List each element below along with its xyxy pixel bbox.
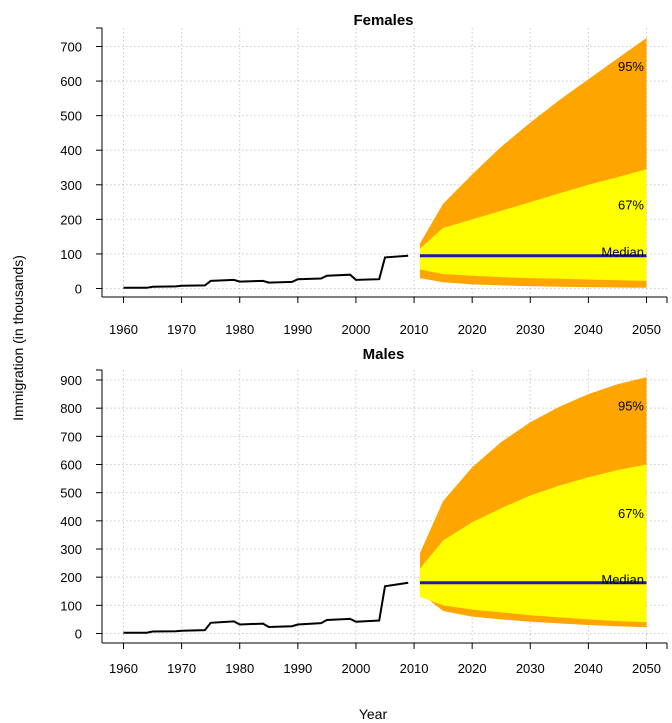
x-tick-label: 1990 <box>283 322 312 337</box>
observed-line <box>123 254 409 289</box>
band-67-interval <box>419 169 647 281</box>
label-67: 67% <box>618 506 644 521</box>
x-tick-label: 1970 <box>167 322 196 337</box>
label-median: Median <box>601 245 644 260</box>
x-tick-label: 2030 <box>516 322 545 337</box>
x-tick-label: 1990 <box>283 661 312 676</box>
x-tick-label: 2040 <box>574 322 603 337</box>
y-tick-label: 600 <box>60 74 82 89</box>
x-tick-label: 1960 <box>109 661 138 676</box>
y-tick-label: 100 <box>60 598 82 613</box>
y-tick-label: 200 <box>60 570 82 585</box>
y-tick-label: 300 <box>60 542 82 557</box>
observed-line <box>123 581 409 634</box>
x-tick-label: 2010 <box>400 322 429 337</box>
y-tick-label: 700 <box>60 429 82 444</box>
x-tick-label: 2000 <box>341 322 370 337</box>
x-axis-title: Year <box>359 706 388 722</box>
y-axis-title: Immigration (in thousands) <box>10 255 26 421</box>
x-tick-label: 1980 <box>225 322 254 337</box>
y-tick-label: 0 <box>75 282 82 297</box>
x-tick-label: 1980 <box>225 661 254 676</box>
label-median: Median <box>601 572 644 587</box>
x-tick-label: 1970 <box>167 661 196 676</box>
y-tick-label: 600 <box>60 458 82 473</box>
y-tick-label: 900 <box>60 373 82 388</box>
x-tick-label: 2000 <box>341 661 370 676</box>
panel-females: Females 95% 67% Median 0 100 200 300 400 500 600 70… <box>60 12 668 337</box>
x-tick-label: 2020 <box>458 661 487 676</box>
x-tick-label: 1960 <box>109 322 138 337</box>
y-tick-label: 500 <box>60 109 82 124</box>
y-tick-label: 100 <box>60 247 82 262</box>
y-tick-label: 300 <box>60 178 82 193</box>
y-tick-label: 400 <box>60 514 82 529</box>
panel-title: Males <box>363 346 405 363</box>
x-tick-label: 2050 <box>632 661 661 676</box>
panel-males: Males 95% 67% Median 0 100 200 300 400 500 600 700 8… <box>60 346 668 676</box>
label-67: 67% <box>618 198 644 213</box>
panel-title: Females <box>353 12 413 29</box>
label-95: 95% <box>618 399 644 414</box>
y-tick-label: 200 <box>60 212 82 227</box>
x-tick-label: 2010 <box>400 661 429 676</box>
label-95: 95% <box>618 59 644 74</box>
x-tick-label: 2020 <box>458 322 487 337</box>
x-tick-label: 2030 <box>516 661 545 676</box>
y-tick-label: 500 <box>60 486 82 501</box>
y-tick-label: 700 <box>60 40 82 55</box>
y-tick-label: 800 <box>60 401 82 416</box>
y-tick-label: 0 <box>75 627 82 642</box>
y-tick-label: 400 <box>60 143 82 158</box>
x-tick-label: 2040 <box>574 661 603 676</box>
x-tick-label: 2050 <box>632 322 661 337</box>
